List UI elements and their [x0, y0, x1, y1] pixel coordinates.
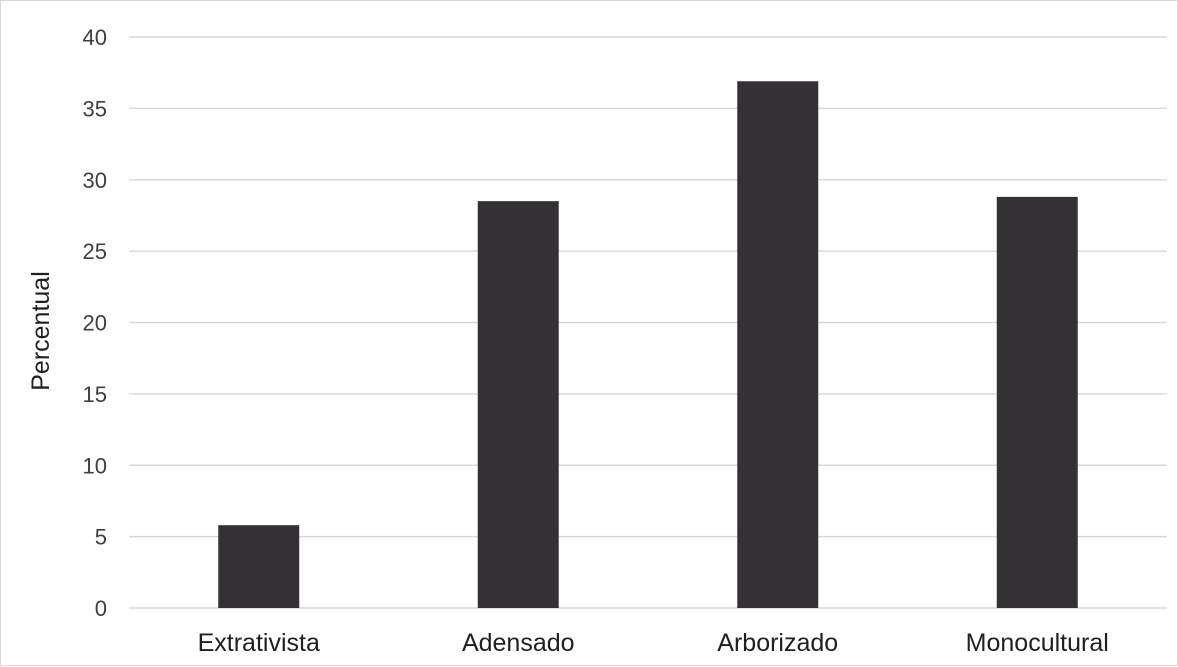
x-category-label: Arborizado	[717, 629, 838, 657]
y-tick-label: 35	[83, 96, 107, 121]
y-tick-label: 40	[83, 25, 107, 50]
x-category-label: Adensado	[462, 629, 575, 657]
y-tick-label: 5	[95, 525, 107, 550]
y-tick-label: 25	[83, 239, 107, 264]
gridlines	[129, 36, 1167, 609]
y-tick-labels: 0 5 10 15 20 25 30 35 40	[83, 25, 107, 621]
bar-arborizado	[737, 81, 819, 608]
bars	[218, 81, 1078, 608]
y-tick-label: 0	[95, 596, 107, 621]
y-axis-title: Percentual	[27, 271, 55, 391]
y-tick-label: 10	[83, 453, 107, 478]
bar-monocultural	[996, 196, 1078, 608]
bar-extrativista	[218, 525, 300, 608]
x-category-label: Monocultural	[966, 629, 1109, 657]
bar-adensado	[477, 201, 559, 608]
y-tick-label: 15	[83, 382, 107, 407]
y-tick-label: 30	[83, 168, 107, 193]
x-category-labels: Extrativista Adensado Arborizado Monocultur…	[198, 629, 1109, 657]
x-category-label: Extrativista	[198, 629, 320, 657]
y-tick-label: 20	[83, 311, 107, 336]
